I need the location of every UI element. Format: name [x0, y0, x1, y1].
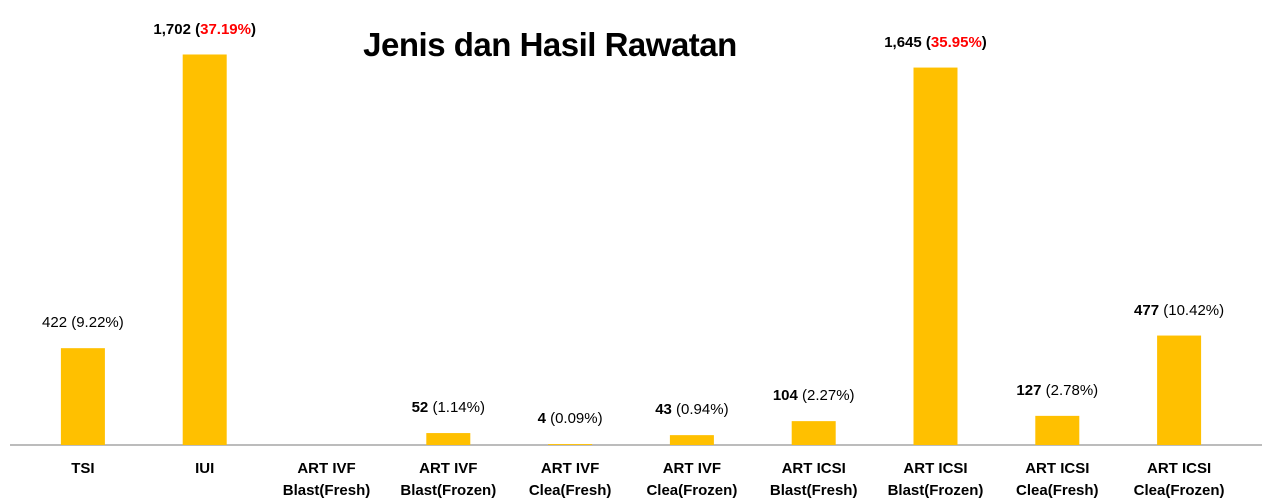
- data-label: 1,645 (35.95%): [856, 32, 1016, 54]
- data-label: 4 (0.09%): [490, 408, 650, 430]
- data-label: 43 (0.94%): [612, 399, 772, 421]
- share-label: (0.09%): [550, 410, 603, 428]
- share-label: (9.22%): [71, 314, 124, 332]
- value-label: 477: [1134, 301, 1160, 319]
- value-label: 52: [411, 399, 429, 417]
- x-tick-label: ART IVF Blast(Frozen): [400, 460, 497, 499]
- share-label: (2.78%): [1045, 381, 1099, 399]
- bar: [913, 67, 958, 445]
- bar: [791, 421, 836, 445]
- share-label: (35.95%): [925, 33, 987, 51]
- bar: [1157, 335, 1202, 445]
- x-tick-label: ART ICSI Blast(Fresh): [769, 460, 858, 499]
- data-label: 52 (1.14%): [368, 397, 528, 419]
- share-label: (10.42%): [1163, 301, 1225, 319]
- share-highlight: 37.19%: [200, 20, 251, 38]
- bar: [60, 348, 105, 445]
- data-label: 104 (2.27%): [734, 385, 894, 407]
- x-tick-label: IUI: [195, 460, 215, 477]
- data-label: 422 (9.22%): [3, 312, 163, 334]
- value-label: 4: [537, 410, 546, 428]
- bar: [1035, 415, 1080, 445]
- share-highlight: 35.95%: [930, 33, 982, 51]
- share-label: (1.14%): [432, 399, 485, 417]
- chart-title: Jenis dan Hasil Rawatan: [363, 26, 737, 63]
- value-label: 43: [655, 401, 672, 419]
- bar: [426, 433, 471, 445]
- x-tick-label: ART IVF Blast(Fresh): [282, 460, 371, 499]
- value-label: 422: [42, 314, 68, 332]
- value-label: 1,702: [153, 20, 191, 38]
- bar: [548, 444, 593, 445]
- x-tick-label: ART ICSI Clea(Frozen): [1133, 460, 1225, 499]
- share-label: (2.27%): [802, 387, 855, 405]
- x-tick-label: ART ICSI Blast(Frozen): [887, 460, 984, 499]
- x-tick-label: TSI: [71, 460, 95, 477]
- value-label: 127: [1016, 381, 1042, 399]
- value-label: 1,645: [884, 33, 922, 51]
- x-tick-label: ART IVF Clea(Frozen): [646, 460, 738, 499]
- bar: [669, 435, 714, 445]
- data-label: 1,702 (37.19%): [125, 19, 285, 41]
- x-tick-label: ART ICSI Clea(Fresh): [1016, 460, 1099, 499]
- share-label: (0.94%): [676, 401, 729, 419]
- data-label: 127 (2.78%): [977, 380, 1137, 402]
- share-label: (37.19%): [195, 20, 256, 38]
- data-label: 477 (10.42%): [1099, 300, 1259, 322]
- x-tick-label: ART IVF Clea(Fresh): [528, 460, 612, 499]
- bar: [182, 54, 227, 445]
- value-label: 104: [772, 387, 798, 405]
